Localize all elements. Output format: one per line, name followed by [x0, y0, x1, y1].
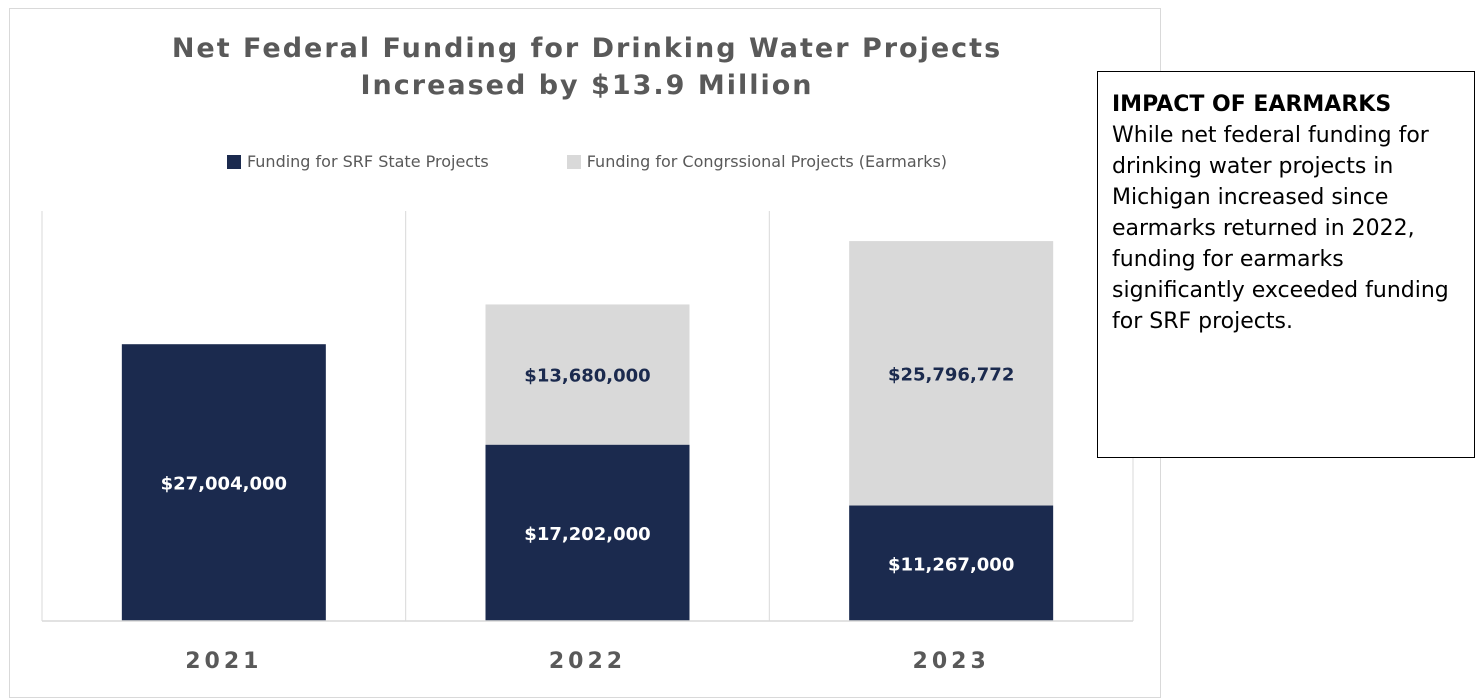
chart-title-line-1: Net Federal Funding for Drinking Water P… — [171, 33, 1003, 64]
data-label-earmarks-2023: $25,796,772 — [888, 364, 1014, 385]
earmarks-note-box: IMPACT OF EARMARKS While net federal fun… — [1097, 71, 1475, 458]
bar-srf-2022 — [485, 444, 690, 621]
x-tick-label-2023: 2023 — [913, 649, 990, 674]
legend-swatch-srf — [226, 154, 241, 169]
bar-srf-2021 — [121, 344, 326, 621]
chart-title: Net Federal Funding for Drinking Water P… — [0, 30, 1174, 104]
note-heading: IMPACT OF EARMARKS — [1112, 92, 1392, 117]
bar-srf-2023 — [849, 505, 1054, 621]
chart-title-line-2: Increased by $13.9 Million — [360, 70, 814, 101]
legend-swatch-earmarks — [566, 154, 581, 169]
chart-plot-area: $27,004,000 2021 $17,202,000 $13,680,000 202… — [41, 211, 1134, 674]
data-label-srf-2021: $27,004,000 — [161, 474, 287, 495]
legend-label-srf: Funding for SRF State Projects — [246, 152, 489, 171]
x-tick-label-2021: 2021 — [185, 649, 262, 674]
data-label-earmarks-2022: $13,680,000 — [524, 366, 650, 387]
data-label-srf-2022: $17,202,000 — [524, 524, 650, 545]
legend-item-earmarks: Funding for Congrssional Projects (Earma… — [566, 152, 948, 171]
legend-item-srf: Funding for SRF State Projects — [226, 152, 489, 171]
data-label-srf-2023: $11,267,000 — [888, 554, 1014, 575]
note-body: While net federal funding for drinking w… — [1112, 123, 1449, 334]
bar-earmarks-2023 — [849, 241, 1054, 506]
bar-earmarks-2022 — [485, 304, 690, 445]
x-tick-label-2022: 2022 — [549, 649, 626, 674]
chart-legend: Funding for SRF State Projects Funding f… — [0, 152, 1174, 171]
legend-label-earmarks: Funding for Congrssional Projects (Earma… — [586, 152, 948, 171]
